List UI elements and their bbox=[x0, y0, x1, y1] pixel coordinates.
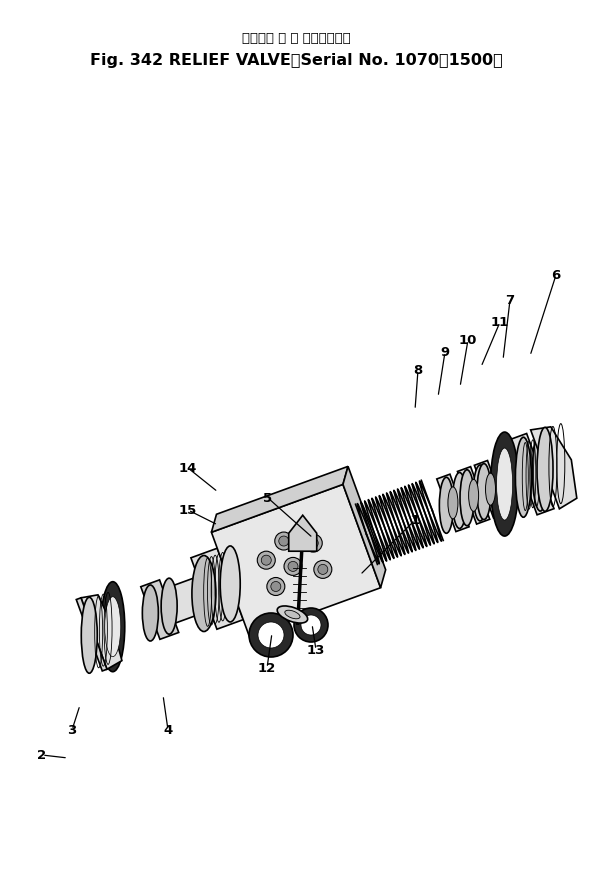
Polygon shape bbox=[343, 466, 385, 588]
Ellipse shape bbox=[105, 597, 121, 657]
Polygon shape bbox=[81, 595, 122, 669]
Text: 9: 9 bbox=[440, 346, 449, 359]
Ellipse shape bbox=[301, 615, 321, 635]
Ellipse shape bbox=[261, 555, 271, 565]
Polygon shape bbox=[510, 434, 554, 515]
Ellipse shape bbox=[275, 532, 293, 550]
Ellipse shape bbox=[267, 577, 285, 596]
Text: 13: 13 bbox=[307, 644, 325, 657]
Text: 6: 6 bbox=[551, 268, 561, 281]
Polygon shape bbox=[458, 467, 490, 524]
Text: 4: 4 bbox=[163, 724, 173, 737]
Ellipse shape bbox=[304, 534, 322, 552]
Ellipse shape bbox=[485, 473, 496, 505]
Ellipse shape bbox=[497, 448, 513, 520]
Text: 3: 3 bbox=[67, 724, 76, 737]
Polygon shape bbox=[211, 484, 381, 636]
Ellipse shape bbox=[161, 578, 177, 634]
Ellipse shape bbox=[448, 487, 458, 519]
Ellipse shape bbox=[452, 472, 466, 529]
Ellipse shape bbox=[81, 598, 97, 673]
Ellipse shape bbox=[537, 428, 553, 511]
Text: 12: 12 bbox=[258, 661, 276, 674]
Ellipse shape bbox=[271, 582, 281, 591]
Text: 15: 15 bbox=[179, 503, 197, 517]
Ellipse shape bbox=[439, 477, 453, 533]
Text: 1: 1 bbox=[410, 514, 420, 526]
Ellipse shape bbox=[144, 603, 156, 623]
Text: リリーフ バ ル ブ（適用号機: リリーフ バ ル ブ（適用号機 bbox=[242, 31, 350, 44]
Ellipse shape bbox=[477, 463, 491, 520]
Ellipse shape bbox=[491, 432, 519, 536]
Ellipse shape bbox=[142, 585, 158, 641]
Ellipse shape bbox=[532, 431, 548, 511]
Text: 14: 14 bbox=[179, 462, 197, 475]
Ellipse shape bbox=[101, 582, 125, 672]
Text: 7: 7 bbox=[506, 294, 514, 307]
Text: 5: 5 bbox=[263, 491, 272, 504]
Polygon shape bbox=[530, 427, 577, 509]
Polygon shape bbox=[289, 516, 317, 551]
Ellipse shape bbox=[285, 611, 300, 618]
Ellipse shape bbox=[516, 437, 532, 517]
Ellipse shape bbox=[288, 562, 298, 571]
Ellipse shape bbox=[284, 557, 302, 576]
Ellipse shape bbox=[314, 560, 332, 578]
Ellipse shape bbox=[490, 459, 504, 515]
Ellipse shape bbox=[308, 538, 318, 548]
Polygon shape bbox=[141, 580, 179, 639]
Polygon shape bbox=[211, 466, 348, 532]
Polygon shape bbox=[437, 474, 469, 531]
Text: 11: 11 bbox=[491, 315, 509, 328]
Ellipse shape bbox=[249, 613, 293, 657]
Ellipse shape bbox=[469, 479, 478, 511]
Ellipse shape bbox=[473, 465, 487, 521]
Ellipse shape bbox=[279, 536, 289, 546]
Ellipse shape bbox=[318, 564, 328, 574]
Polygon shape bbox=[191, 548, 243, 629]
Ellipse shape bbox=[460, 469, 474, 526]
Text: 2: 2 bbox=[37, 748, 47, 761]
Text: 10: 10 bbox=[459, 334, 477, 347]
Polygon shape bbox=[153, 577, 210, 626]
Ellipse shape bbox=[258, 622, 284, 648]
Ellipse shape bbox=[277, 606, 308, 623]
Ellipse shape bbox=[258, 551, 275, 569]
Ellipse shape bbox=[192, 556, 216, 631]
Ellipse shape bbox=[220, 546, 240, 622]
Text: Fig. 342 RELIEF VALVE（Serial No. 1070～1500）: Fig. 342 RELIEF VALVE（Serial No. 1070～15… bbox=[89, 52, 503, 67]
Text: 8: 8 bbox=[413, 363, 423, 376]
Polygon shape bbox=[474, 461, 507, 518]
Polygon shape bbox=[147, 600, 163, 623]
Ellipse shape bbox=[294, 608, 328, 642]
Polygon shape bbox=[76, 598, 107, 671]
